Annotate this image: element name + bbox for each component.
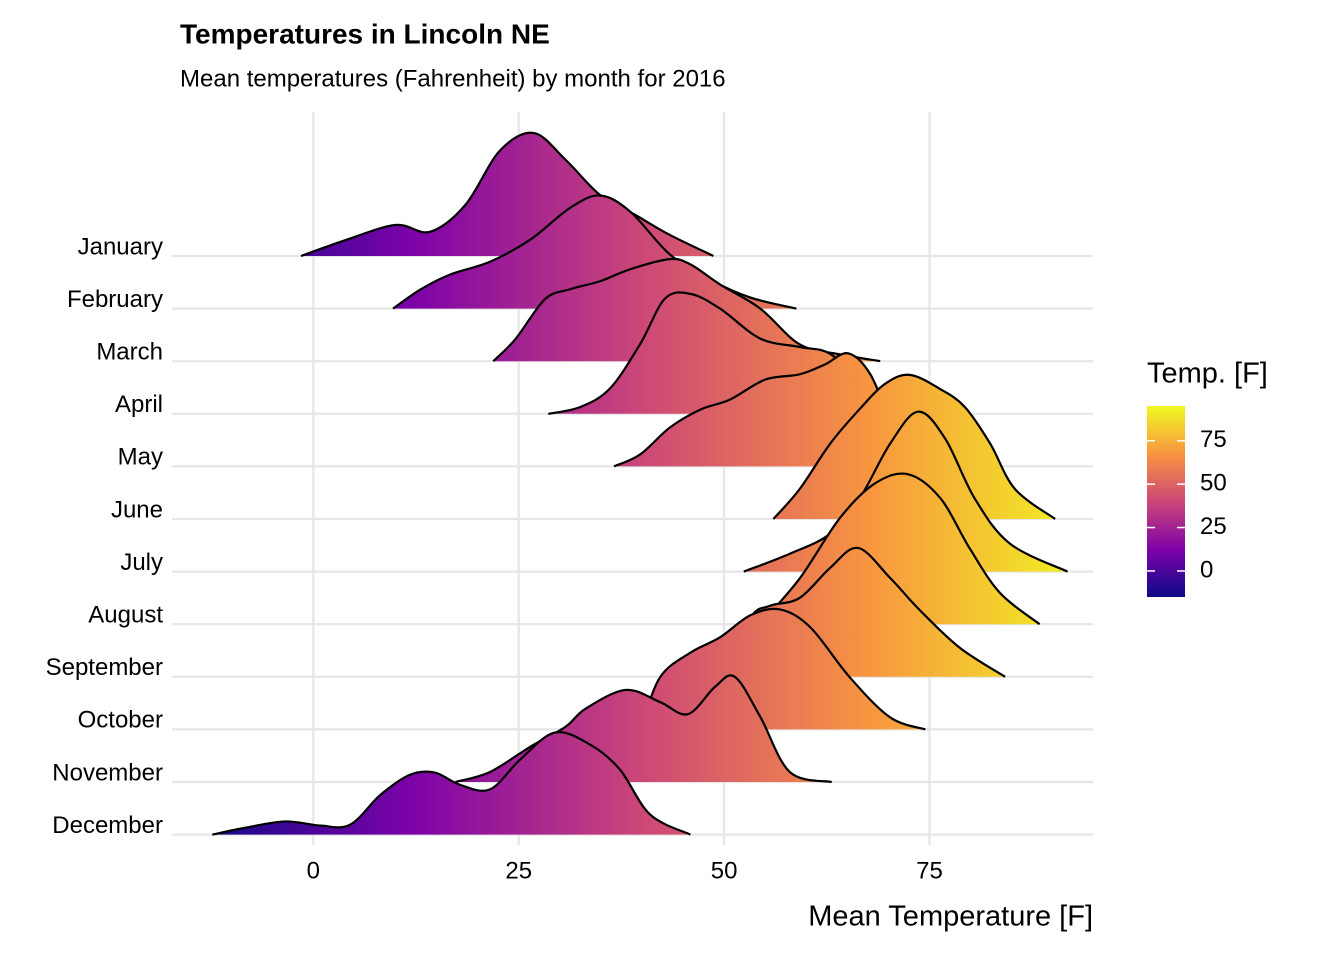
ridge <box>300 131 714 258</box>
y-tick-label: January <box>78 233 163 260</box>
colorbar <box>1147 406 1185 597</box>
y-tick-label: September <box>46 654 163 681</box>
y-tick-label: July <box>120 549 163 576</box>
x-tick-label: 0 <box>307 857 320 884</box>
y-tick-label: December <box>52 812 163 839</box>
y-tick-label: June <box>111 496 163 523</box>
x-tick-label: 25 <box>505 857 532 884</box>
ridge <box>455 674 832 784</box>
ridge <box>743 410 1069 573</box>
y-tick-label: April <box>115 391 163 418</box>
y-tick-label: August <box>88 602 163 629</box>
legend-tick-label: 75 <box>1200 426 1227 453</box>
y-tick-label: October <box>78 707 163 734</box>
chart-subtitle: Mean temperatures (Fahrenheit) by month … <box>180 65 726 92</box>
ridge <box>723 546 1006 678</box>
chart-title: Temperatures in Lincoln NE <box>180 18 550 49</box>
y-tick-label: March <box>96 339 163 366</box>
x-tick-label: 75 <box>916 857 943 884</box>
ridge-fill <box>212 732 691 835</box>
legend-tick-label: 25 <box>1200 513 1227 540</box>
ridge <box>639 607 926 731</box>
ridge <box>772 373 1056 520</box>
ridge <box>212 731 691 836</box>
legend-tick-label: 50 <box>1200 469 1227 496</box>
ridge <box>548 291 891 415</box>
legend-title: Temp. [F] <box>1147 358 1268 390</box>
x-tick-label: 50 <box>711 857 738 884</box>
legend-tick-label: 0 <box>1200 556 1213 583</box>
ridge <box>759 472 1041 626</box>
y-tick-label: May <box>118 444 163 471</box>
x-axis-label: Mean Temperature [F] <box>808 901 1093 933</box>
ridge <box>492 257 881 363</box>
y-tick-label: February <box>67 286 163 313</box>
y-tick-label: November <box>52 759 163 786</box>
